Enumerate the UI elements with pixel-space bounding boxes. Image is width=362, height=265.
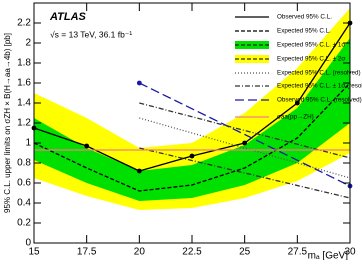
x-tick-label: 25 xyxy=(239,247,251,258)
y-tick-label: 2.2 xyxy=(17,18,31,29)
x-tick-label: 20 xyxy=(134,247,146,258)
data-line xyxy=(33,82,351,192)
legend-label: Expected 95% C.L. ± 1σ xyxy=(277,42,345,49)
y-tick-label: 0.4 xyxy=(17,198,31,209)
y-tick-label: 0.6 xyxy=(17,178,31,189)
y-tick-label: 1.4 xyxy=(17,98,31,109)
data-line xyxy=(139,117,351,179)
error-band xyxy=(34,38,350,201)
chart-subtitle: √s = 13 TeV, 36.1 fb⁻¹ xyxy=(50,29,132,39)
y-tick-label: 0.8 xyxy=(17,158,31,169)
y-axis-title: 95% C.L. upper limits on σZH × B(H→aa→4b… xyxy=(3,33,12,213)
x-tick-label: 17.5 xyxy=(77,247,97,258)
data-line xyxy=(139,147,351,199)
x-axis-title: mₐ [GeV] xyxy=(308,251,349,260)
chart-title: ATLAS xyxy=(49,11,87,23)
y-tick-label: 1 xyxy=(25,138,31,149)
data-point xyxy=(242,140,248,146)
data-point xyxy=(136,80,142,86)
legend-label: Expected 95% C.L. ± 1σ (resolved) xyxy=(277,83,362,90)
y-tick-label: 1.6 xyxy=(17,78,31,89)
legend-label: Expected 95% C.L. (resolved) xyxy=(277,70,361,77)
legend-label: Expected 95% C.L. ± 2σ xyxy=(277,56,345,63)
data-line xyxy=(139,102,351,159)
legend-label: σaa(pp→ZH) xyxy=(277,114,314,121)
data-point xyxy=(294,100,300,106)
x-tick-label: 27.5 xyxy=(288,247,308,258)
legend-swatch xyxy=(235,41,269,49)
data-point xyxy=(189,153,195,159)
y-tick-label: 0 xyxy=(25,238,31,249)
legend-label: Expected 95% C.L. xyxy=(277,28,331,35)
y-tick-label: 1.2 xyxy=(17,118,31,129)
x-tick-label: 22.5 xyxy=(182,247,202,258)
x-tick-label: 15 xyxy=(28,247,40,258)
legend-label: Observed 95% C.L. xyxy=(277,14,332,21)
data-point xyxy=(84,143,90,149)
data-line xyxy=(139,82,351,187)
x-tick-label: 30 xyxy=(344,247,356,258)
data-point xyxy=(136,168,142,174)
y-tick-label: 1.8 xyxy=(17,58,31,69)
legend-swatch xyxy=(235,55,269,63)
y-tick-label: 2 xyxy=(25,38,31,49)
y-tick-label: 0.2 xyxy=(17,218,31,229)
legend-label: Observed 95% C.L. (resolved) xyxy=(277,97,362,104)
